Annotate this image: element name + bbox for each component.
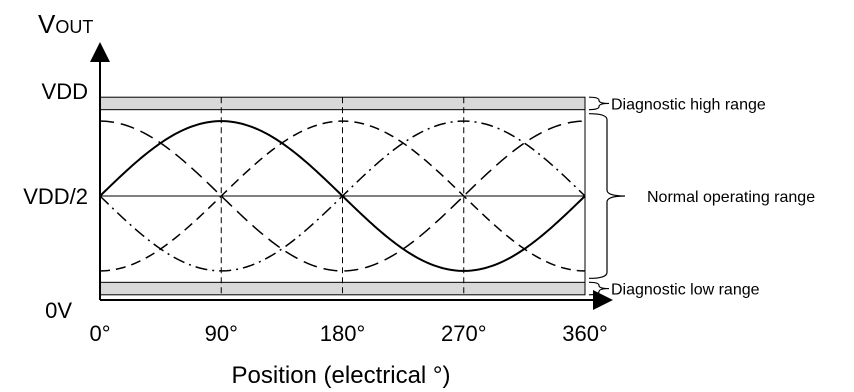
x-tick-label: 270° <box>441 321 487 346</box>
curve-4-longdash <box>99 120 586 272</box>
y-label-half-vdd: VDD/2 <box>23 184 88 209</box>
signal-curves <box>99 120 586 272</box>
range-braces <box>588 96 626 296</box>
brace-normal <box>588 113 626 279</box>
curve-3-dashdot <box>99 120 586 272</box>
x-tick-labels: 0° 90° 180° 270° 360° <box>89 321 607 346</box>
brace-diagnostic-high <box>588 96 610 111</box>
x-axis-title: Position (electrical °) <box>232 362 451 389</box>
range-label-diagnostic-high: Diagnostic high range <box>611 96 766 113</box>
x-tick-label: 90° <box>205 321 238 346</box>
range-label-diagnostic-low: Diagnostic low range <box>611 282 760 299</box>
range-label-normal: Normal operating range <box>647 189 815 206</box>
y-axis-title: VOUT <box>38 9 93 39</box>
vertical-gridlines <box>220 97 465 295</box>
x-tick-label: 0° <box>89 321 110 346</box>
x-tick-label: 360° <box>562 321 608 346</box>
y-label-vdd: VDD <box>42 79 88 104</box>
y-label-zero: 0V <box>45 298 72 323</box>
brace-diagnostic-low <box>588 281 610 296</box>
x-tick-label: 180° <box>320 321 366 346</box>
curve-2-dashed <box>99 120 586 272</box>
